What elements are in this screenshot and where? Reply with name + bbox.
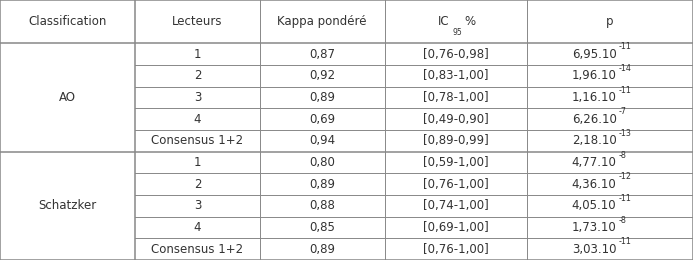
Text: 0,85: 0,85	[309, 221, 335, 234]
Text: -7: -7	[619, 107, 627, 116]
Text: 3: 3	[194, 91, 201, 104]
Text: 0,89: 0,89	[309, 178, 335, 191]
Text: Lecteurs: Lecteurs	[173, 15, 222, 28]
Text: 0,89: 0,89	[309, 243, 335, 256]
Text: [0,89-0,99]: [0,89-0,99]	[423, 134, 489, 147]
Text: AO: AO	[59, 91, 76, 104]
Text: [0,69-1,00]: [0,69-1,00]	[423, 221, 489, 234]
Text: -11: -11	[619, 42, 632, 51]
Text: -14: -14	[619, 64, 632, 73]
Text: [0,76-1,00]: [0,76-1,00]	[423, 243, 489, 256]
Text: 4,77.10: 4,77.10	[572, 156, 617, 169]
Text: 3,03.10: 3,03.10	[572, 243, 616, 256]
Text: IC: IC	[438, 15, 450, 28]
Text: 95: 95	[452, 28, 462, 37]
Text: -11: -11	[619, 237, 632, 246]
Text: -8: -8	[619, 151, 626, 160]
Text: 0,87: 0,87	[309, 48, 335, 61]
Text: [0,74-1,00]: [0,74-1,00]	[423, 199, 489, 212]
Text: [0,83-1,00]: [0,83-1,00]	[423, 69, 489, 82]
Text: -8: -8	[619, 216, 626, 225]
Text: 1,96.10: 1,96.10	[572, 69, 617, 82]
Text: Consensus 1+2: Consensus 1+2	[152, 134, 243, 147]
Text: 0,69: 0,69	[309, 113, 335, 126]
Text: Classification: Classification	[28, 15, 107, 28]
Text: -12: -12	[619, 172, 632, 181]
Text: 0,88: 0,88	[309, 199, 335, 212]
Text: 2: 2	[194, 69, 201, 82]
Text: 3: 3	[194, 199, 201, 212]
Text: 2: 2	[194, 178, 201, 191]
Text: [0,78-1,00]: [0,78-1,00]	[423, 91, 489, 104]
Text: Consensus 1+2: Consensus 1+2	[152, 243, 243, 256]
Text: 0,92: 0,92	[309, 69, 335, 82]
Text: [0,59-1,00]: [0,59-1,00]	[423, 156, 489, 169]
Text: 0,80: 0,80	[309, 156, 335, 169]
Text: 0,89: 0,89	[309, 91, 335, 104]
Text: [0,49-0,90]: [0,49-0,90]	[423, 113, 489, 126]
Text: Schatzker: Schatzker	[38, 199, 97, 212]
Text: p: p	[606, 15, 613, 28]
Text: 4,05.10: 4,05.10	[572, 199, 616, 212]
Text: 1,73.10: 1,73.10	[572, 221, 617, 234]
Text: 6,26.10: 6,26.10	[572, 113, 617, 126]
Text: [0,76-0,98]: [0,76-0,98]	[423, 48, 489, 61]
Text: -11: -11	[619, 86, 632, 95]
Text: [0,76-1,00]: [0,76-1,00]	[423, 178, 489, 191]
Text: 4: 4	[194, 221, 201, 234]
Text: 4,36.10: 4,36.10	[572, 178, 617, 191]
Text: %: %	[464, 15, 475, 28]
Text: 1: 1	[194, 156, 201, 169]
Text: -13: -13	[619, 129, 632, 138]
Text: Kappa pondéré: Kappa pondéré	[277, 15, 367, 28]
Text: -11: -11	[619, 194, 632, 203]
Text: 0,94: 0,94	[309, 134, 335, 147]
Text: 1: 1	[194, 48, 201, 61]
Text: 4: 4	[194, 113, 201, 126]
Text: 2,18.10: 2,18.10	[572, 134, 617, 147]
Text: 6,95.10: 6,95.10	[572, 48, 617, 61]
Text: 1,16.10: 1,16.10	[572, 91, 617, 104]
